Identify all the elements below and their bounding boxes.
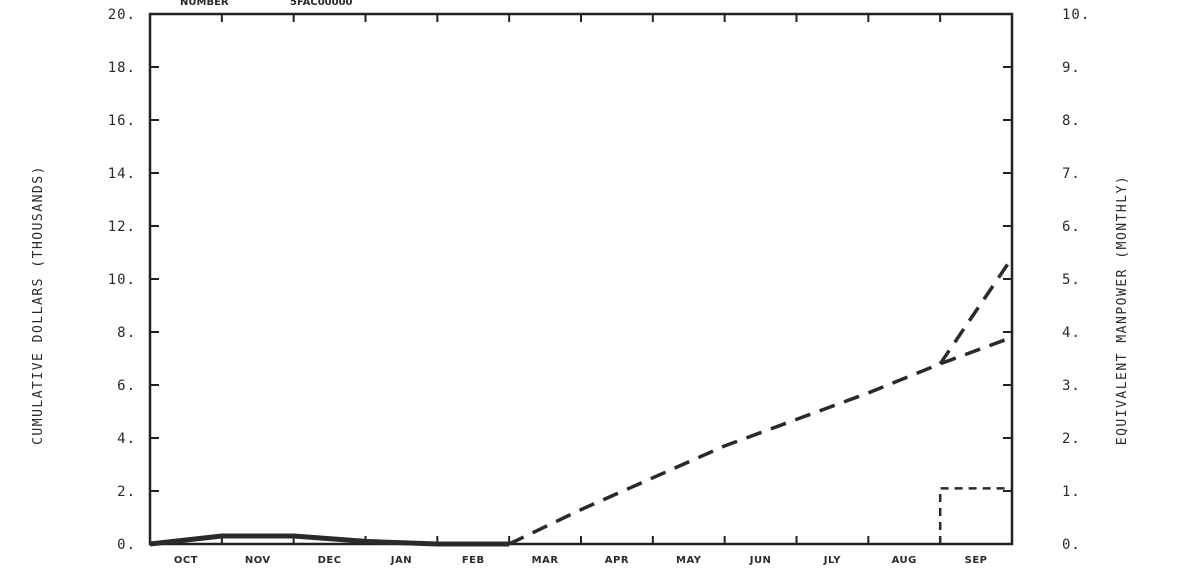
x-tick-label: DEC [318, 555, 342, 566]
series-layer [149, 256, 1014, 547]
y-tick-label: 0. [117, 537, 136, 553]
y2-tick-label: 8. [1062, 113, 1081, 129]
y-tick-label: 14. [108, 166, 136, 182]
series-line [508, 335, 1013, 546]
x-tick-label: NOV [245, 555, 271, 566]
x-tick-label: JLY [823, 555, 842, 566]
y2-tick-label: 10. [1062, 7, 1090, 23]
x-tick-label: MAY [676, 555, 702, 566]
y2-tick-label: 3. [1062, 378, 1081, 394]
y-tick-label: 10. [108, 272, 136, 288]
y-tick-label: 6. [117, 378, 136, 394]
y-tick-label: 8. [117, 325, 136, 341]
x-tick-label: FEB [462, 555, 485, 566]
y2-tick-label: 5. [1062, 272, 1081, 288]
y-tick-label: 20. [108, 7, 136, 23]
x-tick-label: JAN [390, 555, 412, 566]
y2-tick-label: 9. [1062, 60, 1081, 76]
series-line [149, 533, 510, 547]
x-tick-label: APR [605, 555, 629, 566]
x-tick-label: MAR [532, 555, 559, 566]
y-tick-label: 18. [108, 60, 136, 76]
left-ticks [150, 13, 159, 545]
y2-tick-label: 7. [1062, 166, 1081, 182]
y-tick-label: 16. [108, 113, 136, 129]
y2-tick-label: 4. [1062, 325, 1081, 341]
header-number-label: NUMBER [180, 0, 229, 8]
x-tick-label: OCT [174, 555, 198, 566]
y-tick-label: 2. [117, 484, 136, 500]
y2-tick-labels: 0. 1. 2. 3. 4. 5. 6. 7. 8. 9. 10. [1062, 7, 1090, 553]
y2-tick-label: 1. [1062, 484, 1081, 500]
y2-tick-label: 0. [1062, 537, 1081, 553]
y-tick-labels: 0. 2. 4. 6. 8. 10. 12. 14. 16. 18. 20. [108, 7, 136, 553]
series-line [938, 487, 1012, 544]
x-tick-label: JUN [749, 555, 772, 566]
x-tick-label: AUG [892, 555, 917, 566]
x-tick-labels: OCT NOV DEC JAN FEB MAR APR MAY JUN JLY AUG SEP [174, 555, 988, 566]
plot-frame [148, 12, 1014, 546]
y-tick-label: 12. [108, 219, 136, 235]
x-ticks [220, 14, 942, 544]
y-tick-label: 4. [117, 431, 136, 447]
header-number-value: 5FAC00000 [290, 0, 353, 8]
y2-tick-label: 2. [1062, 431, 1081, 447]
right-ticks [1003, 13, 1012, 545]
y-axis-title: CUMULATIVE DOLLARS (THOUSANDS) [31, 165, 46, 445]
x-tick-label: SEP [965, 555, 988, 566]
y2-axis-title: EQUIVALENT MANPOWER (MONTHLY) [1115, 175, 1130, 445]
series-line [938, 256, 1014, 365]
y2-tick-label: 6. [1062, 219, 1081, 235]
